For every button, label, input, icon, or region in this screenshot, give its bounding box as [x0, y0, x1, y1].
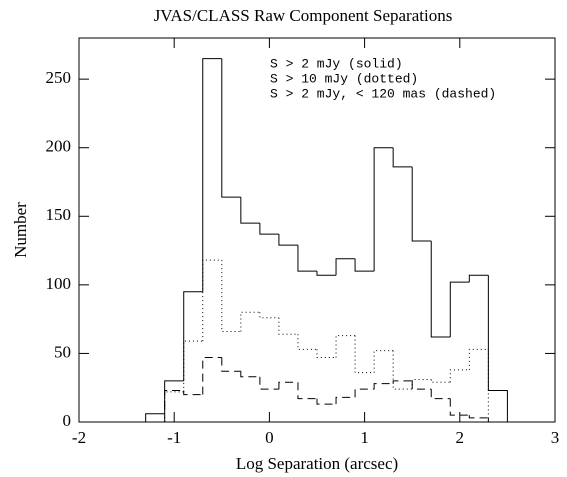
histogram-step	[259, 376, 279, 390]
histogram-step	[164, 389, 184, 422]
legend-label: S > 2 mJy (solid)	[270, 56, 403, 71]
histogram-step	[487, 417, 508, 423]
histogram-step	[392, 350, 413, 390]
y-axis-label: Number	[11, 202, 30, 258]
histogram-step	[354, 388, 375, 398]
histogram-step	[354, 258, 375, 272]
histogram-step	[202, 259, 222, 342]
histogram-step	[449, 369, 470, 383]
histogram-step	[468, 348, 489, 370]
x-axis-label: Log Separation (arcsec)	[236, 454, 398, 473]
histogram-step	[392, 147, 413, 168]
histogram-step	[145, 413, 165, 422]
histogram-step	[468, 274, 489, 283]
histogram-step	[278, 317, 298, 335]
y-tick-label: 100	[46, 274, 72, 293]
histogram-step	[335, 335, 356, 358]
histogram-step	[487, 275, 508, 422]
histogram-step	[373, 147, 394, 272]
x-tick-label: 3	[551, 428, 560, 447]
histogram-step	[487, 349, 508, 423]
histogram-step	[449, 281, 470, 337]
histogram-step	[316, 398, 337, 405]
histogram-step	[411, 378, 432, 390]
histogram-step	[183, 390, 203, 396]
histogram-step	[221, 357, 241, 372]
histogram-step	[430, 389, 451, 400]
y-tick-label: 0	[63, 411, 72, 430]
histogram-step	[430, 379, 451, 383]
histogram-step	[373, 383, 394, 390]
histogram-step	[259, 223, 279, 235]
x-tick-label: -2	[72, 428, 86, 447]
histogram-step	[297, 245, 317, 272]
histogram-step	[392, 380, 413, 384]
x-tick-label: 0	[265, 428, 274, 447]
histogram-step	[259, 312, 279, 319]
histogram-step	[183, 291, 203, 381]
histogram-step	[183, 340, 203, 392]
histogram-step	[335, 396, 356, 405]
histogram-step	[373, 350, 394, 373]
histogram-step	[221, 58, 241, 198]
histogram-step	[316, 349, 337, 359]
histogram-step	[411, 380, 432, 390]
histogram-step	[354, 335, 375, 374]
histogram-step	[278, 381, 298, 390]
histogram-step	[468, 415, 489, 419]
histogram-step	[316, 271, 337, 276]
histogram-step	[164, 380, 184, 414]
x-tick-label: -1	[167, 428, 181, 447]
histogram-step	[221, 260, 241, 332]
y-tick-label: 50	[54, 342, 71, 361]
histogram-step	[449, 398, 470, 416]
histogram-step	[278, 234, 298, 246]
histogram-step	[430, 240, 451, 338]
histogram-step	[202, 357, 222, 395]
histogram-step	[240, 197, 260, 224]
plot-frame	[78, 37, 556, 423]
histogram-step	[202, 58, 222, 292]
histogram-step	[297, 382, 317, 400]
histogram-step	[335, 258, 356, 276]
y-tick-label: 200	[46, 137, 72, 156]
y-tick-label: 250	[46, 68, 72, 87]
histogram-step	[240, 311, 260, 332]
y-tick-label: 150	[46, 205, 72, 224]
legend-label: S > 10 mJy (dotted)	[270, 71, 418, 86]
x-tick-label: 1	[360, 428, 369, 447]
x-tick-label: 2	[456, 428, 465, 447]
histogram-step	[240, 371, 260, 378]
histogram-step	[411, 166, 432, 242]
legend-label: S > 2 mJy, < 120 mas (dashed)	[270, 86, 496, 101]
histogram-step	[297, 334, 317, 350]
chart-title: JVAS/CLASS Raw Component Separations	[154, 6, 453, 25]
